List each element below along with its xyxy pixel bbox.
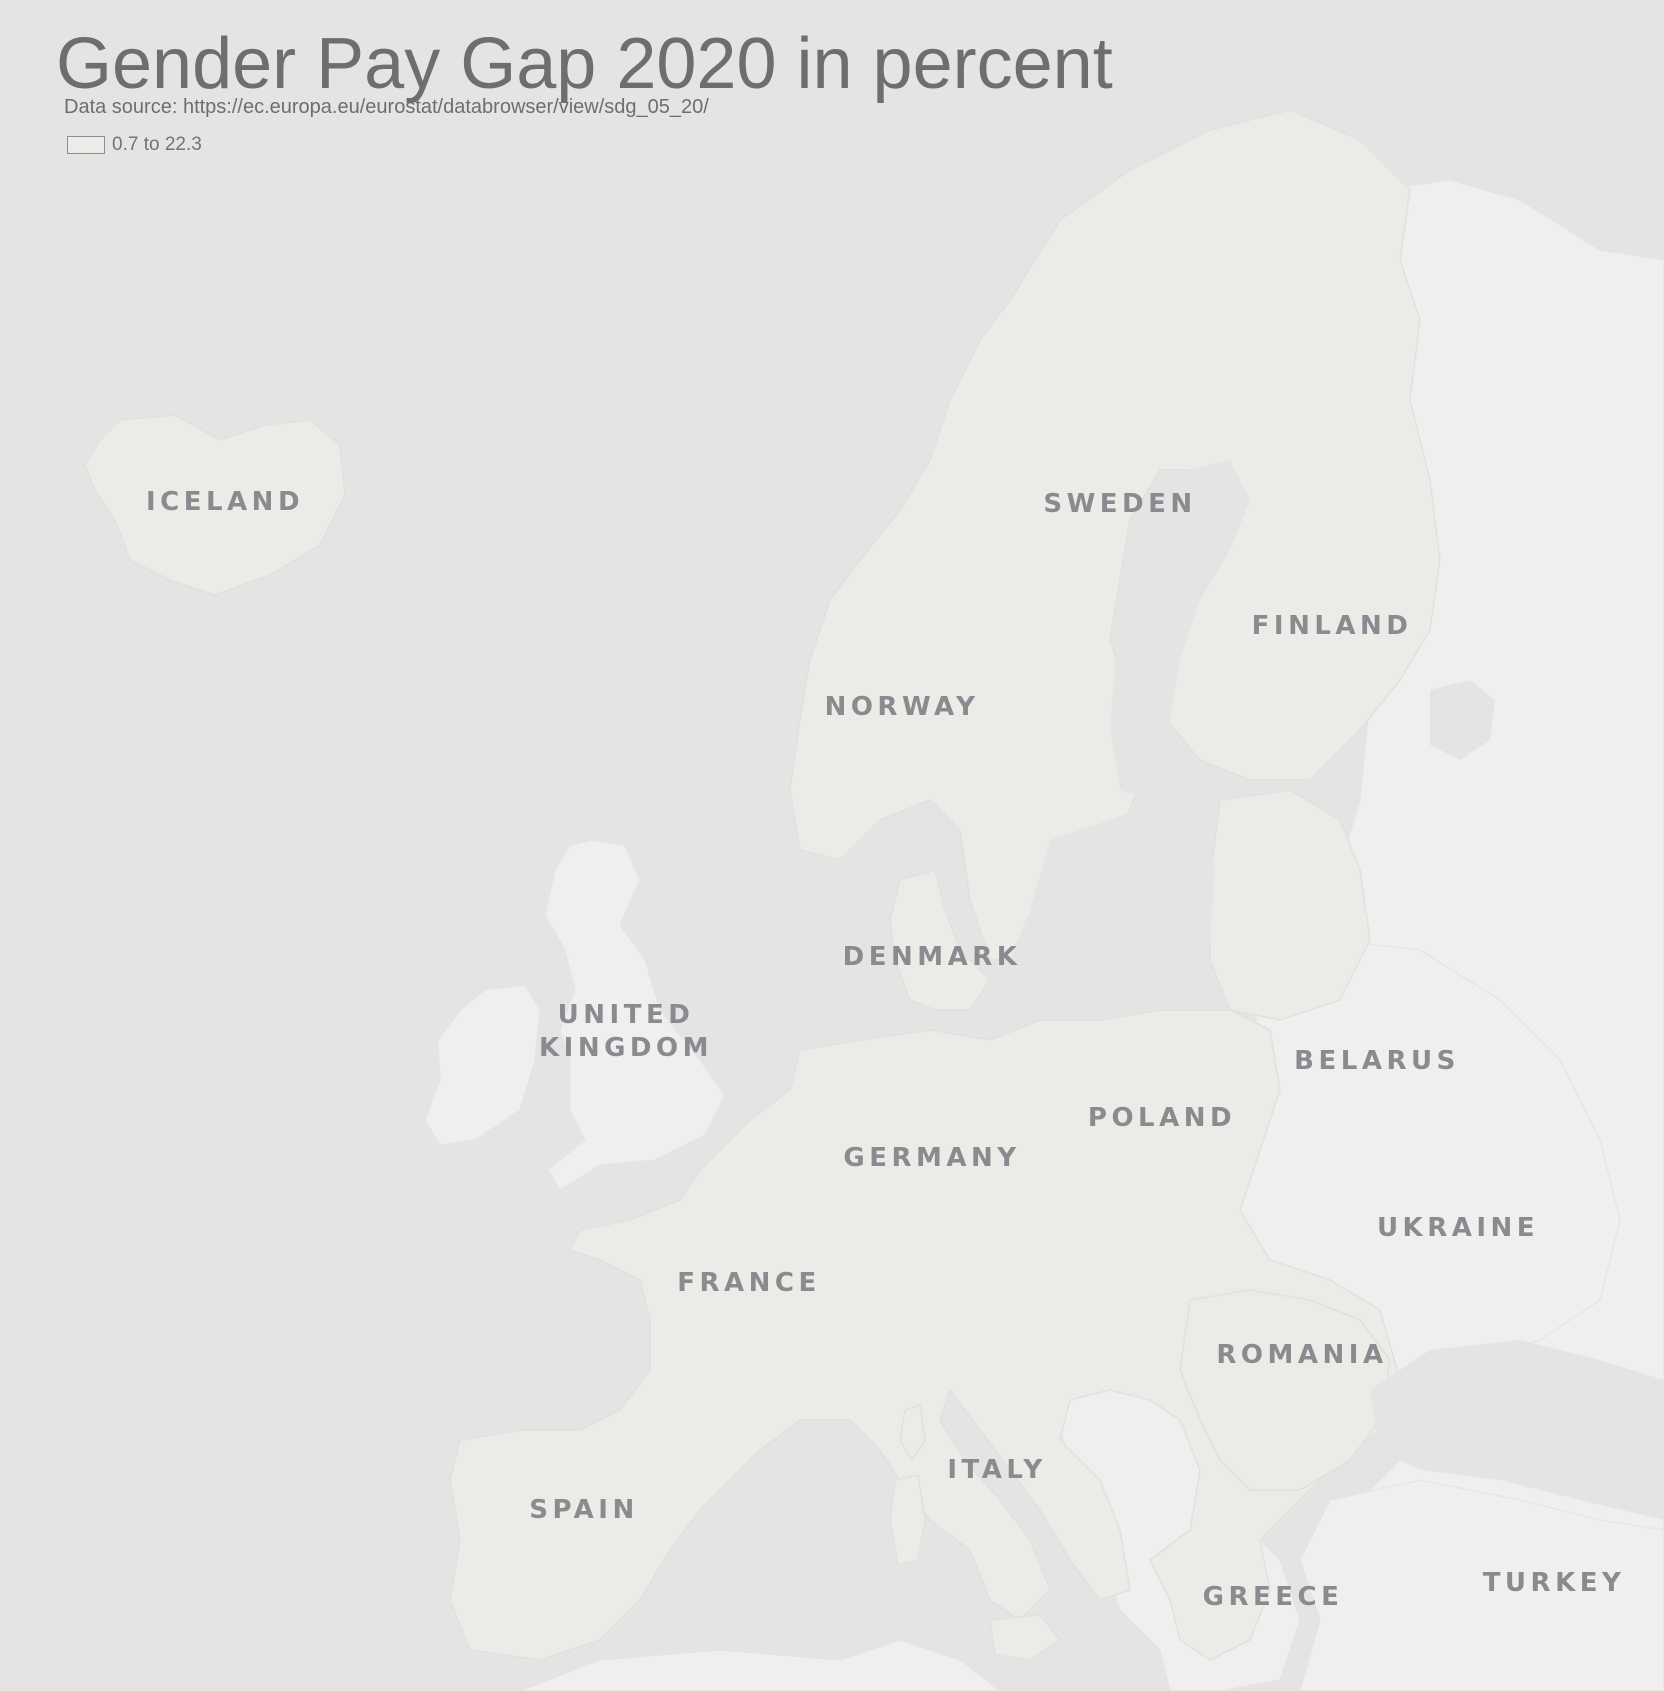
label-france: FRANCE bbox=[677, 1268, 821, 1298]
scandinavia-land bbox=[789, 109, 1441, 961]
label-italy: ITALY bbox=[947, 1455, 1047, 1485]
romania-land bbox=[1179, 1289, 1391, 1491]
label-united-kingdom: UNITED KINGDOM bbox=[539, 999, 713, 1065]
continental-eu-land bbox=[449, 1009, 1401, 1661]
label-belarus: BELARUS bbox=[1294, 1046, 1460, 1076]
label-iceland: ICELAND bbox=[145, 487, 305, 517]
label-poland: POLAND bbox=[1087, 1103, 1237, 1133]
label-greece: GREECE bbox=[1202, 1582, 1344, 1612]
label-spain: SPAIN bbox=[529, 1495, 639, 1525]
gulf-of-bothnia bbox=[1110, 460, 1250, 800]
united-kingdom-land bbox=[544, 839, 726, 1191]
label-ukraine: UKRAINE bbox=[1376, 1213, 1540, 1243]
corsica-land bbox=[899, 1404, 926, 1462]
ireland-land bbox=[424, 984, 541, 1146]
map-title: Gender Pay Gap 2020 in percent bbox=[56, 24, 1113, 104]
label-germany: GERMANY bbox=[843, 1143, 1021, 1173]
turkey-land bbox=[1299, 1479, 1664, 1691]
label-united-kingdom-line1: UNITED bbox=[557, 1000, 695, 1030]
iceland-land bbox=[84, 414, 346, 596]
label-turkey: TURKEY bbox=[1482, 1568, 1626, 1598]
denmark-land bbox=[889, 869, 991, 1011]
black-sea bbox=[1370, 1340, 1664, 1520]
baltic-sea bbox=[1010, 800, 1215, 1005]
label-united-kingdom-line2: KINGDOM bbox=[539, 1033, 713, 1063]
legend-swatch bbox=[67, 136, 105, 154]
sicily-land bbox=[989, 1614, 1062, 1661]
legend-label: 0.7 to 22.3 bbox=[112, 134, 202, 155]
sardinia-land bbox=[889, 1474, 926, 1566]
lake-ladoga bbox=[1430, 680, 1495, 760]
label-finland: FINLAND bbox=[1251, 611, 1413, 641]
label-norway: NORWAY bbox=[824, 692, 980, 722]
north-africa-land bbox=[519, 1639, 1001, 1691]
label-sweden: SWEDEN bbox=[1043, 489, 1197, 519]
legend: 0.7 to 22.3 bbox=[67, 134, 202, 156]
data-source-note: Data source: https://ec.europa.eu/eurost… bbox=[64, 96, 709, 118]
label-denmark: DENMARK bbox=[842, 942, 1022, 972]
label-romania: ROMANIA bbox=[1216, 1340, 1388, 1370]
